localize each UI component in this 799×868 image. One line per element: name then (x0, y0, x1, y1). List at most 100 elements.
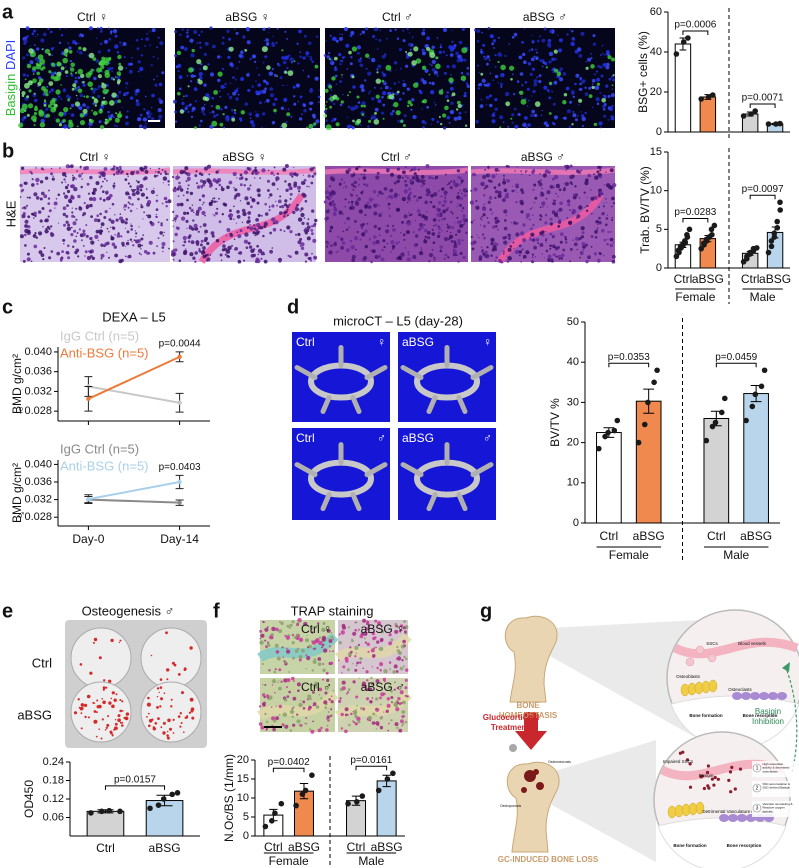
image-speck (96, 214, 99, 217)
image-speck (473, 187, 478, 192)
data-point (709, 231, 715, 238)
image-speck (356, 230, 359, 234)
image-speck (31, 213, 35, 216)
image-speck (341, 241, 346, 245)
image-speck (379, 696, 382, 700)
image-speck (257, 193, 261, 197)
image-speck (505, 91, 510, 97)
image-speck (181, 101, 185, 106)
image-speck (321, 643, 325, 647)
image-speck (312, 648, 315, 650)
image-speck (398, 194, 401, 196)
image-speck (30, 260, 33, 263)
stain-speck (146, 716, 148, 718)
image-speck (373, 27, 378, 32)
image-speck (370, 117, 373, 119)
image-speck (186, 176, 191, 181)
image-speck (359, 238, 362, 241)
micrograph (257, 676, 339, 734)
image-speck (268, 27, 271, 30)
image-speck (298, 637, 304, 642)
p-value: p=0.0157 (114, 774, 156, 785)
image-speck (262, 61, 265, 64)
image-speck (74, 71, 78, 75)
stain-speck (159, 678, 163, 681)
image-speck (100, 185, 103, 188)
image-speck (249, 57, 252, 61)
image-speck (438, 116, 441, 118)
image-speck (450, 86, 454, 91)
image-speck (600, 54, 602, 56)
image-speck (61, 181, 64, 184)
data-point (684, 231, 690, 238)
image-speck (263, 695, 266, 699)
ssc (707, 653, 717, 663)
image-speck (249, 184, 252, 187)
image-speck (27, 225, 31, 229)
image-speck (539, 206, 542, 209)
image-speck (263, 40, 266, 42)
image-speck (193, 223, 198, 228)
image-speck (51, 97, 56, 103)
image-speck (497, 193, 502, 199)
image-speck (279, 205, 282, 209)
image-speck (271, 182, 276, 187)
image-speck (204, 236, 209, 241)
ssc (685, 657, 695, 667)
image-speck (401, 659, 404, 662)
image-speck (188, 206, 192, 210)
image-speck (211, 96, 215, 100)
image-speck (35, 196, 40, 200)
y-tick-label: 0.036 (24, 366, 52, 378)
image-speck (33, 112, 38, 116)
image-speck (98, 229, 103, 234)
inhibition-label: Basigin (755, 707, 781, 716)
stain-speck (147, 696, 150, 700)
image-speck (273, 670, 277, 674)
image-speck (330, 708, 333, 711)
stain-speck (96, 711, 98, 714)
image-speck (459, 196, 464, 201)
image-speck (143, 211, 146, 214)
image-speck (481, 233, 485, 236)
stain-speck (117, 718, 121, 722)
image-speck (137, 243, 142, 248)
image-speck (353, 180, 357, 185)
image-speck (412, 231, 415, 234)
image-speck (449, 234, 454, 239)
image-speck (33, 217, 35, 219)
image-speck (79, 120, 86, 126)
image-speck (172, 258, 175, 261)
image-speck (179, 33, 182, 36)
image-speck (543, 257, 546, 259)
stain-speck (179, 712, 182, 715)
image-speck (33, 92, 36, 95)
image-speck (422, 182, 426, 185)
image-speck (451, 45, 456, 50)
image-speck (57, 222, 60, 224)
stain-speck (103, 679, 106, 682)
image-speck (361, 113, 365, 116)
image-speck (290, 61, 293, 64)
image-speck (358, 165, 361, 168)
image-speck (576, 115, 579, 118)
image-speck (127, 206, 130, 209)
stain-speck (111, 733, 114, 736)
image-speck (136, 187, 140, 191)
microct-image (292, 428, 390, 520)
image-speck (311, 631, 314, 634)
image-speck (265, 98, 270, 103)
image-speck (111, 70, 113, 73)
image-speck (574, 185, 577, 188)
image-speck (504, 195, 509, 199)
image-speck (382, 677, 387, 682)
image-speck (264, 101, 266, 104)
image-speck (189, 224, 191, 227)
image-speck (335, 83, 338, 86)
treatment-label: Glucocorticoid (483, 713, 540, 722)
data-point (765, 249, 772, 256)
image-speck (610, 93, 615, 98)
image-speck (198, 79, 203, 85)
image-label: Ctrl ♀ (301, 622, 332, 636)
image-speck (494, 54, 497, 57)
